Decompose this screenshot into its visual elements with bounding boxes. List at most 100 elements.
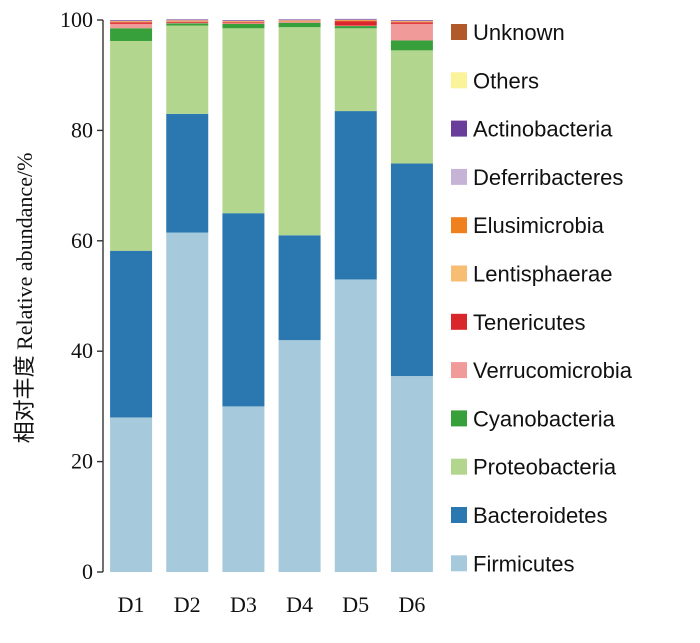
bar-segment-elusimicrobia-d5 — [334, 20, 377, 21]
legend-swatch-cyanobacteria — [451, 410, 467, 427]
legend-swatch-unknown — [451, 24, 467, 40]
bar-segment-tenericutes-d4 — [278, 21, 321, 23]
legend-swatch-lentisphaerae — [451, 265, 467, 282]
legend-label-others: Others — [473, 68, 539, 93]
bar-segment-bacteroidetes-d6 — [390, 163, 433, 377]
bar-segment-tenericutes-d3 — [222, 22, 265, 24]
x-tick-label-d3: D3 — [230, 592, 257, 617]
y-tick-label-20: 20 — [71, 449, 93, 474]
bar-segment-cyanobacteria-d3 — [222, 23, 265, 29]
legend-swatch-deferribacteres — [451, 168, 467, 185]
y-axis-label: 相对丰度 Relative abundance/% — [12, 153, 37, 444]
bar-segment-actinobacteria-d3 — [222, 20, 265, 21]
legend-label-lentisphaerae: Lentisphaerae — [473, 262, 612, 287]
y-tick-label-60: 60 — [71, 228, 93, 253]
bar-segment-proteobacteria-d3 — [222, 28, 265, 214]
bar-segment-elusimicrobia-d2 — [166, 20, 209, 22]
legend-swatch-others — [451, 72, 467, 89]
bar-segment-proteobacteria-d5 — [334, 28, 377, 112]
y-tick-label-100: 100 — [60, 7, 93, 32]
y-tick-label-40: 40 — [71, 338, 93, 363]
bar-segment-tenericutes-d5 — [334, 21, 377, 26]
x-tick-label-d6: D6 — [398, 592, 425, 617]
bar-segment-verrucomicrobia-d5 — [334, 25, 377, 27]
bar-segment-verrucomicrobia-d3 — [222, 23, 265, 24]
bar-segment-tenericutes-d6 — [390, 22, 433, 24]
legend-label-bacteroidetes: Bacteroidetes — [473, 503, 608, 528]
bars-group: D1 D2 D3 D4 D5 D6 — [110, 18, 433, 617]
bar-segment-deferribacteres-d5 — [334, 19, 377, 20]
legend-label-elusimicrobia: Elusimicrobia — [473, 213, 605, 238]
legend-swatch-proteobacteria — [451, 458, 467, 475]
bar-segment-bacteroidetes-d4 — [278, 235, 321, 341]
legend-label-verrucomicrobia: Verrucomicrobia — [473, 358, 633, 383]
bar-segment-elusimicrobia-d1 — [110, 21, 153, 22]
bar-segment-deferribacteres-d3 — [222, 20, 265, 22]
bar-segment-tenericutes-d1 — [110, 22, 153, 24]
bar-segment-cyanobacteria-d2 — [166, 23, 209, 26]
axes-group: 0 20 40 60 80 100 — [60, 7, 104, 584]
legend-label-actinobacteria: Actinobacteria — [473, 117, 613, 142]
legend-label-tenericutes: Tenericutes — [473, 310, 586, 335]
y-tick-label-80: 80 — [71, 117, 93, 142]
bar-segment-lentisphaerae-d1 — [110, 21, 153, 23]
bar-segment-proteobacteria-d4 — [278, 27, 321, 236]
bar-segment-proteobacteria-d2 — [166, 25, 209, 114]
y-tick-label-0: 0 — [82, 559, 93, 584]
bar-segment-firmicutes-d2 — [166, 232, 209, 572]
legend-swatch-actinobacteria — [451, 120, 467, 137]
bar-segment-actinobacteria-d2 — [166, 19, 209, 20]
bar-segment-elusimicrobia-d4 — [278, 20, 321, 22]
bar-segment-cyanobacteria-d5 — [334, 26, 377, 29]
bar-segment-firmicutes-d5 — [334, 279, 377, 572]
legend: Unknown Others Actinobacteria Deferribacter… — [451, 20, 633, 576]
bar-segment-elusimicrobia-d3 — [222, 21, 265, 22]
legend-swatch-verrucomicrobia — [451, 362, 467, 379]
bar-segment-firmicutes-d3 — [222, 406, 265, 572]
bar-segment-verrucomicrobia-d6 — [390, 23, 433, 41]
bar-segment-firmicutes-d6 — [390, 376, 433, 572]
bar-segment-lentisphaerae-d2 — [166, 21, 209, 22]
bar-segment-lentisphaerae-d6 — [390, 21, 433, 23]
legend-label-deferribacteres: Deferribacteres — [473, 165, 623, 190]
legend-swatch-firmicutes — [451, 555, 467, 572]
x-tick-label-d5: D5 — [342, 592, 369, 617]
bar-segment-deferribacteres-d2 — [166, 20, 209, 21]
legend-label-proteobacteria: Proteobacteria — [473, 455, 617, 480]
bar-segment-cyanobacteria-d1 — [110, 28, 153, 41]
bar-segment-deferribacteres-d6 — [390, 20, 433, 22]
bar-segment-actinobacteria-d4 — [278, 19, 321, 20]
legend-label-cyanobacteria: Cyanobacteria — [473, 406, 616, 431]
bar-segment-bacteroidetes-d3 — [222, 213, 265, 407]
legend-label-unknown: Unknown — [473, 20, 565, 45]
bar-segment-firmicutes-d4 — [278, 340, 321, 572]
bar-segment-cyanobacteria-d4 — [278, 22, 321, 28]
bar-segment-tenericutes-d2 — [166, 21, 209, 23]
bar-segment-deferribacteres-d4 — [278, 20, 321, 21]
bar-segment-bacteroidetes-d1 — [110, 250, 153, 418]
bar-segment-lentisphaerae-d4 — [278, 21, 321, 22]
bar-segment-actinobacteria-d1 — [110, 20, 153, 21]
bar-segment-lentisphaerae-d5 — [334, 20, 377, 22]
legend-swatch-tenericutes — [451, 313, 467, 330]
legend-label-firmicutes: Firmicutes — [473, 551, 574, 576]
bar-segment-bacteroidetes-d2 — [166, 113, 209, 233]
legend-swatch-bacteroidetes — [451, 507, 467, 523]
bar-segment-actinobacteria-d5 — [334, 18, 377, 20]
legend-swatch-elusimicrobia — [451, 217, 467, 234]
bar-segment-actinobacteria-d6 — [390, 20, 433, 21]
bar-segment-bacteroidetes-d5 — [334, 111, 377, 280]
bar-segment-proteobacteria-d1 — [110, 40, 153, 251]
bar-segment-elusimicrobia-d6 — [390, 21, 433, 22]
bar-segment-cyanobacteria-d6 — [390, 40, 433, 51]
x-tick-label-d1: D1 — [118, 592, 145, 617]
bar-segment-verrucomicrobia-d2 — [166, 22, 209, 24]
x-tick-label-d2: D2 — [174, 592, 201, 617]
bar-segment-deferribacteres-d1 — [110, 20, 153, 22]
bar-segment-proteobacteria-d6 — [390, 50, 433, 164]
bar-segment-lentisphaerae-d3 — [222, 21, 265, 23]
bar-segment-firmicutes-d1 — [110, 417, 153, 572]
bar-segment-verrucomicrobia-d4 — [278, 22, 321, 23]
x-tick-label-d4: D4 — [286, 592, 313, 617]
